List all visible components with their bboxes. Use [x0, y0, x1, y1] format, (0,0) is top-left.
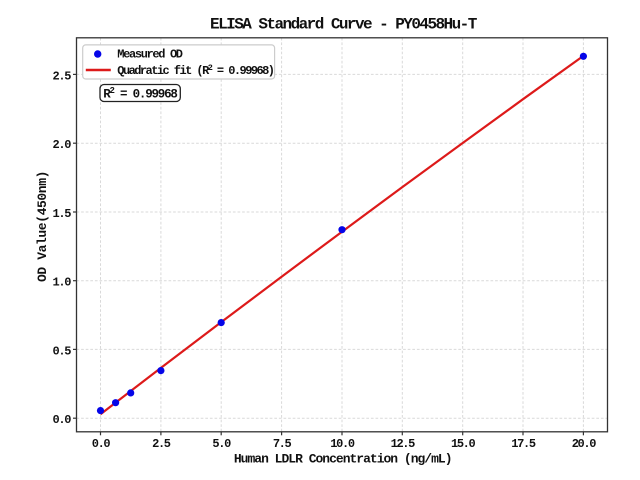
svg-text:1.5: 1.5 [53, 207, 72, 221]
svg-text:7.5: 7.5 [273, 437, 292, 451]
svg-text:Human LDLR Concentration (ng/m: Human LDLR Concentration (ng/mL) [234, 452, 452, 467]
svg-text:17.5: 17.5 [511, 437, 536, 451]
svg-text:2.5: 2.5 [152, 437, 171, 451]
svg-text:ELISA Standard Curve - PY0458H: ELISA Standard Curve - PY0458Hu-T [210, 16, 478, 34]
svg-text:Quadratic fit (R2 = 0.99968): Quadratic fit (R2 = 0.99968) [117, 63, 273, 78]
svg-text:15.0: 15.0 [451, 437, 476, 451]
svg-text:OD Value(450nm): OD Value(450nm) [35, 171, 50, 282]
svg-text:2.5: 2.5 [53, 69, 72, 83]
svg-text:20.0: 20.0 [572, 437, 597, 451]
svg-text:0.0: 0.0 [53, 413, 72, 427]
svg-text:1.0: 1.0 [53, 276, 72, 290]
svg-text:0.5: 0.5 [53, 344, 72, 358]
svg-text:2.0: 2.0 [53, 138, 72, 152]
svg-text:5.0: 5.0 [212, 437, 231, 451]
svg-text:R2 = 0.99968: R2 = 0.99968 [103, 86, 177, 101]
svg-text:0.0: 0.0 [92, 437, 111, 451]
svg-text:10.0: 10.0 [330, 437, 355, 451]
svg-text:12.5: 12.5 [391, 437, 416, 451]
svg-text:Measured OD: Measured OD [117, 47, 183, 61]
